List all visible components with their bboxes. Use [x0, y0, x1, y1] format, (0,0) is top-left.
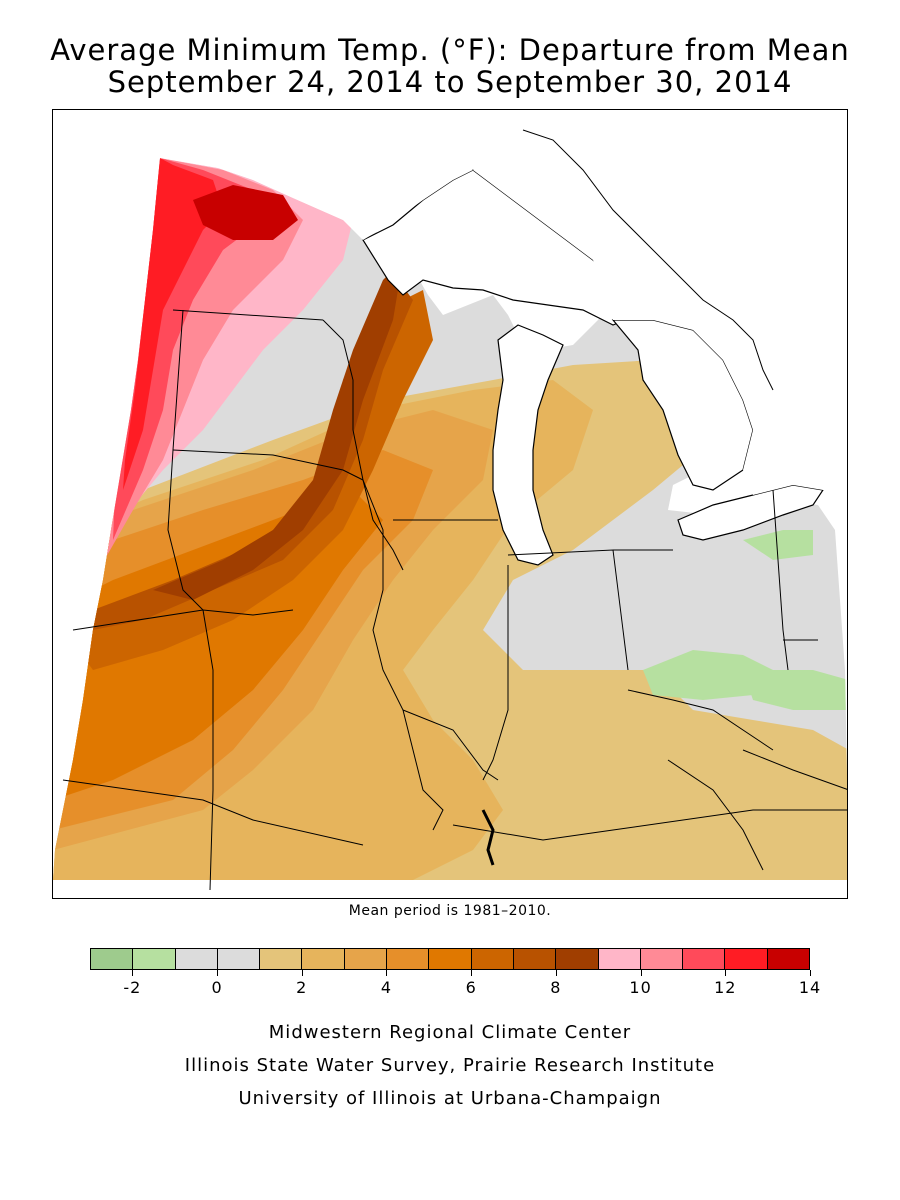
legend-swatch: [302, 949, 345, 969]
field-neg1-erie: [743, 530, 813, 560]
legend-swatch: [91, 949, 134, 969]
legend-tick-label: 2: [296, 978, 308, 997]
legend-tick: [725, 970, 727, 976]
legend-swatch: [640, 949, 684, 969]
field-12to13: [123, 158, 223, 490]
credit-mrcc: Midwestern Regional Climate Center: [268, 1022, 632, 1043]
legend-swatch: [513, 949, 557, 969]
mean-period-note: Mean period is 1981–2010.: [348, 903, 552, 919]
credit-uiuc: University of Illinois at Urbana-Champai…: [238, 1088, 662, 1109]
legend-tick-label: 0: [211, 978, 223, 997]
legend-tick: [386, 970, 388, 976]
legend-tick-label: 6: [465, 978, 477, 997]
field-neg1: [643, 650, 773, 700]
legend-tick: [471, 970, 473, 976]
river-segment: [481, 809, 495, 866]
legend-tick-label: -2: [123, 978, 142, 997]
legend-tick-label: 8: [550, 978, 562, 997]
legend-swatch: [175, 949, 218, 969]
legend-swatch: [725, 949, 768, 969]
legend-swatch: [387, 949, 430, 969]
legend-tick: [555, 970, 557, 976]
field-13to14: [193, 185, 298, 240]
canada-area: [160, 110, 847, 495]
legend-tick: [132, 970, 134, 976]
legend-swatch: [217, 949, 261, 969]
canada-lake-shore: [522, 129, 774, 391]
legend-tick: [301, 970, 303, 976]
legend-tick-label: 12: [714, 978, 737, 997]
map-title: Average Minimum Temp. (°F): Departure fr…: [50, 33, 850, 67]
map-date-range: September 24, 2014 to September 30, 2014: [107, 65, 793, 99]
legend-swatch: [683, 949, 726, 969]
legend-swatch: [133, 949, 176, 969]
lake-michigan: [492, 324, 564, 566]
departure-map: [52, 109, 848, 899]
legend-tick: [640, 970, 642, 976]
legend-swatch: [429, 949, 472, 969]
legend-tick-label: 10: [629, 978, 652, 997]
legend-swatch: [344, 949, 388, 969]
field-neg1-east: [743, 670, 847, 710]
legend-swatch: [471, 949, 514, 969]
legend-tick-label: 14: [798, 978, 822, 997]
legend-swatch: [598, 949, 641, 969]
credit-isws: Illinois State Water Survey, Prairie Res…: [184, 1055, 716, 1076]
legend-swatch: [556, 949, 599, 969]
legend-ticks: -2 0 2 4 6 8 10 12 14: [90, 970, 820, 1000]
legend-swatch: [260, 949, 303, 969]
legend-tick-label: 4: [380, 978, 393, 997]
legend-swatch: [767, 949, 810, 969]
color-legend: [90, 948, 810, 970]
legend-tick: [810, 970, 811, 976]
state-boundaries: [62, 309, 847, 891]
legend-tick: [217, 970, 219, 976]
lake-erie: [677, 484, 825, 541]
